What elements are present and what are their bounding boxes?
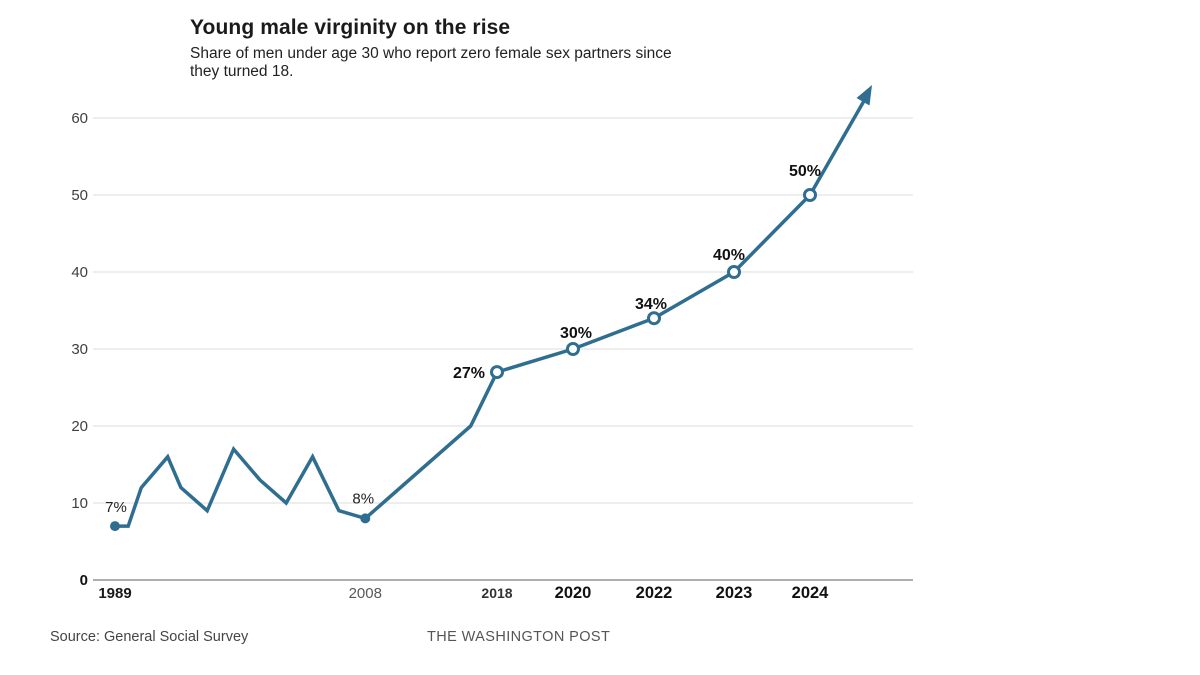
x-tick-label: 1989 (98, 585, 131, 602)
data-point-marker (566, 342, 580, 356)
trend-arrow-head (856, 85, 872, 106)
data-point-marker (803, 188, 817, 202)
y-tick-label: 20 (71, 418, 88, 435)
data-point-label: 8% (352, 490, 374, 507)
y-tick-label: 60 (71, 110, 88, 127)
trend-line (115, 193, 812, 528)
chart-subtitle: Share of men under age 30 who report zer… (190, 45, 672, 80)
y-tick-label: 50 (71, 187, 88, 204)
chart-source: Source: General Social Survey (50, 629, 249, 645)
data-point-marker (360, 513, 371, 524)
publisher-attribution: THE WASHINGTON POST (427, 629, 611, 645)
data-point-marker (110, 521, 120, 532)
data-point-marker (727, 265, 741, 279)
data-point-label: 27% (453, 365, 485, 382)
data-point-label: 50% (789, 163, 821, 180)
y-tick-label: 0 (80, 572, 88, 589)
x-tick-label: 2022 (636, 584, 673, 602)
chart-title: Young male virginity on the rise (190, 16, 511, 39)
y-tick-label: 40 (71, 264, 88, 281)
x-tick-label: 2023 (716, 584, 753, 602)
y-tick-label: 30 (71, 341, 88, 358)
x-tick-label: 2020 (555, 584, 592, 602)
x-tick-label: 2024 (792, 584, 830, 602)
data-point-marker (489, 365, 504, 380)
data-point-marker (647, 311, 661, 326)
data-point-label: 30% (560, 325, 592, 342)
data-point-label: 34% (635, 296, 667, 313)
data-point-label: 40% (713, 247, 745, 264)
y-tick-label: 10 (71, 495, 88, 512)
data-point-label: 7% (105, 499, 127, 516)
x-tick-label: 2008 (349, 585, 382, 602)
trend-arrow-shaft (808, 100, 866, 196)
x-tick-label: 2018 (481, 585, 512, 601)
